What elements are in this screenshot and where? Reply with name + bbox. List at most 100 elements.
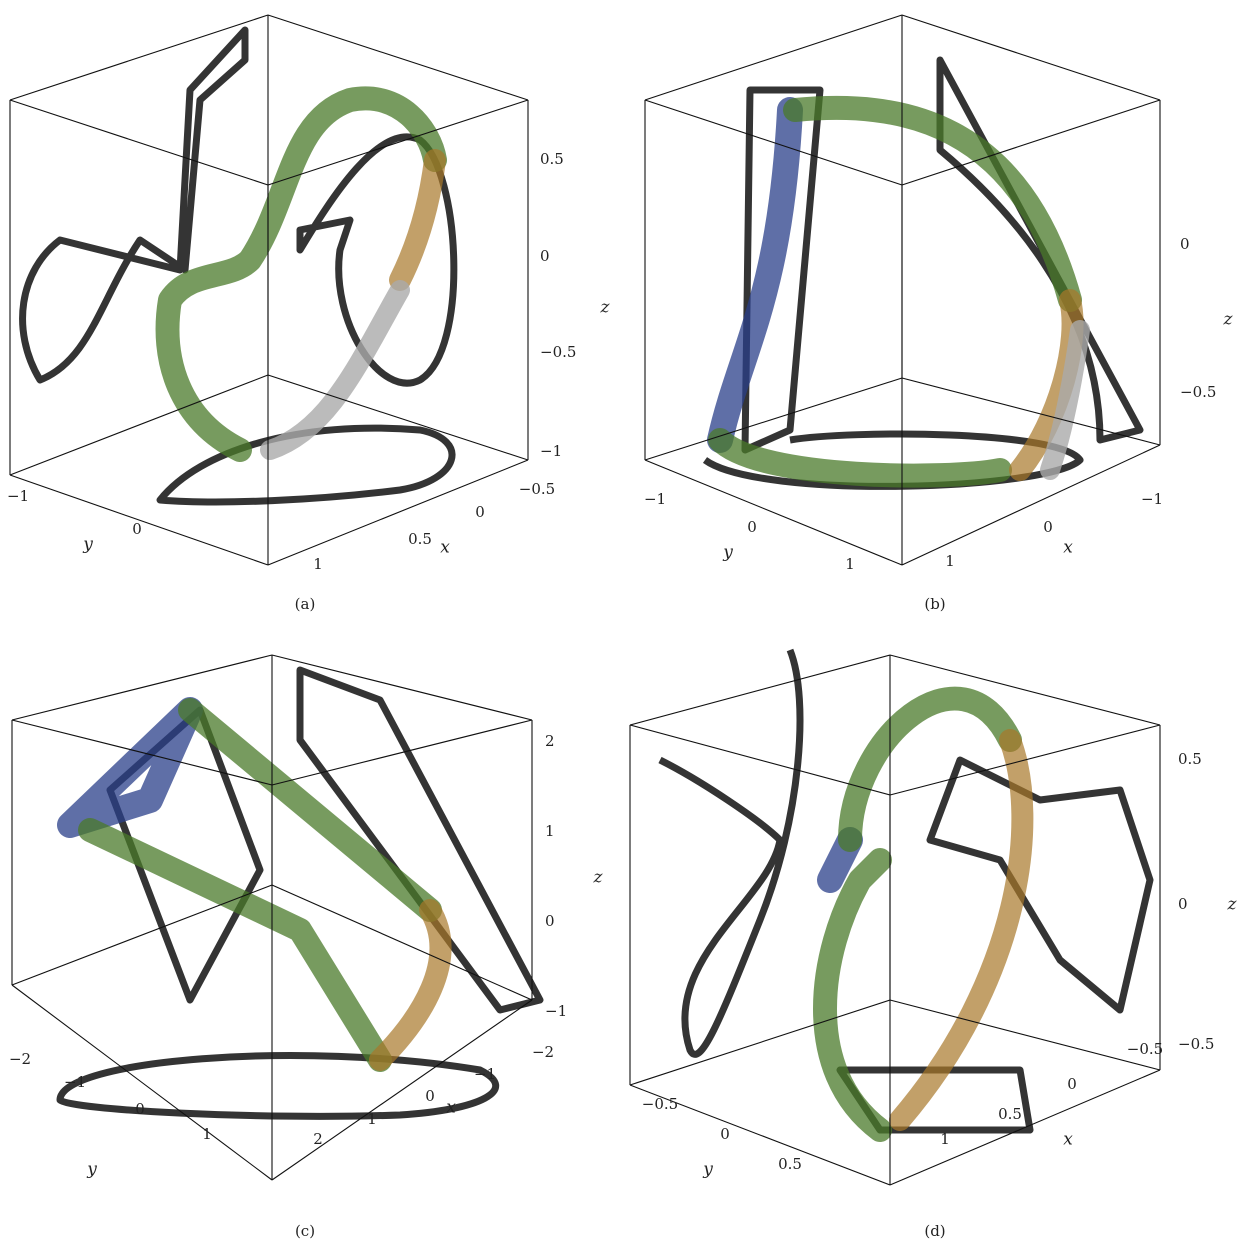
trajectory: [155, 86, 447, 462]
z-tick-label: −1: [540, 442, 562, 460]
cube-edge: [644, 459, 903, 566]
x-tick-label: 0: [1067, 1075, 1077, 1093]
projection: [658, 648, 804, 1058]
panel-caption: (c): [295, 1222, 315, 1240]
x-tick-label: 1: [940, 1130, 950, 1148]
cube-edge: [901, 14, 1161, 101]
cube-edge: [271, 884, 533, 1001]
cube-edge: [901, 99, 1161, 186]
panel-caption: (d): [924, 1222, 945, 1240]
cube-edge: [271, 654, 533, 721]
projection: [56, 1052, 500, 1120]
x-tick-label: 1: [945, 552, 955, 570]
y-tick-label: −1: [644, 490, 666, 508]
cube-edge: [644, 14, 903, 101]
cube-edge: [889, 999, 1161, 1071]
x-tick-label: 0.5: [998, 1105, 1022, 1123]
cube-edge: [9, 374, 269, 476]
z-tick-label: 2: [545, 732, 555, 750]
cube-edge: [889, 1069, 1161, 1186]
cube-edge: [644, 99, 903, 186]
cube-edge: [629, 1084, 891, 1186]
trajectory: [260, 280, 410, 460]
cube-edge: [267, 374, 529, 461]
z-tick-label: −0.5: [1178, 1035, 1214, 1053]
z-axis-label: z: [1223, 310, 1234, 330]
y-tick-label: −2: [9, 1050, 31, 1068]
z-axis-label: z: [1227, 895, 1238, 915]
x-axis-label: x: [440, 538, 450, 558]
x-tick-label: −1: [1141, 490, 1163, 508]
trajectory: [57, 697, 203, 838]
attractor-d: [658, 648, 1154, 1142]
x-tick-label: 0: [425, 1087, 435, 1105]
trajectory: [1040, 320, 1090, 480]
cube-edge: [11, 654, 273, 721]
z-tick-label: 0: [1180, 235, 1190, 253]
projection: [702, 430, 1084, 490]
y-tick-label: −0.5: [642, 1095, 678, 1113]
y-axis-label: y: [86, 1160, 97, 1180]
y-tick-label: 0: [132, 520, 142, 538]
x-tick-label: 2: [313, 1130, 323, 1148]
attractor-b: [702, 56, 1144, 490]
cube-edge: [644, 377, 903, 461]
cube-edge: [629, 999, 891, 1086]
projection: [19, 26, 249, 384]
z-tick-label: 0: [545, 912, 555, 930]
cube-edge: [9, 99, 269, 186]
z-tick-label: −1: [545, 1002, 567, 1020]
z-axis-label: z: [593, 868, 604, 888]
x-tick-label: −0.5: [519, 480, 555, 498]
cube-edge: [11, 719, 273, 786]
cube-edge: [901, 444, 1161, 566]
cube-edge: [271, 719, 533, 786]
attractor-a: [19, 26, 458, 506]
cube-edge: [889, 724, 1161, 796]
attractor-c: [56, 666, 544, 1120]
cube-edge: [901, 377, 1161, 446]
z-tick-label: 0: [540, 247, 550, 265]
y-axis-label: y: [82, 535, 93, 555]
cube-edge: [267, 99, 529, 186]
y-axis-label: y: [702, 1160, 713, 1180]
axes: [9, 14, 1161, 1186]
y-tick-label: 1: [202, 1125, 212, 1143]
cube-edge: [267, 459, 529, 566]
labels: −0.500.51x−10y0.50−0.5−1z(a)−101x−101y0−…: [7, 150, 1238, 1240]
cube-edge: [267, 14, 529, 101]
z-tick-label: −0.5: [1180, 383, 1216, 401]
x-tick-label: 0.5: [408, 530, 432, 548]
panel-caption: (a): [295, 595, 316, 613]
trajectory: [889, 729, 1034, 1131]
z-tick-label: −0.5: [540, 343, 576, 361]
z-tick-label: 0.5: [540, 150, 564, 168]
y-tick-label: 0: [747, 518, 757, 536]
trajectory: [369, 899, 452, 1071]
y-tick-label: 1: [845, 555, 855, 573]
cube-edge: [11, 984, 273, 1181]
x-tick-label: −2: [532, 1043, 554, 1061]
z-tick-label: 0: [1178, 895, 1188, 913]
y-tick-label: −1: [64, 1073, 86, 1091]
projection: [926, 756, 1154, 1014]
cube-edge: [11, 884, 273, 986]
trajectory: [78, 698, 442, 1072]
cube-edge: [9, 14, 269, 101]
z-axis-label: z: [600, 298, 611, 318]
cube-edge: [629, 654, 891, 726]
y-axis-label: y: [722, 543, 733, 563]
x-tick-label: 0: [1043, 518, 1053, 536]
projection: [296, 133, 458, 387]
z-tick-label: 1: [545, 822, 555, 840]
panel-caption: (b): [924, 595, 945, 613]
trajectory: [707, 97, 803, 453]
cube-edge: [9, 474, 269, 566]
x-tick-label: 1: [313, 555, 323, 573]
trajectory: [813, 686, 1022, 1142]
trajectory: [708, 95, 1082, 488]
x-axis-label: x: [1063, 1130, 1073, 1150]
z-tick-label: 0.5: [1178, 750, 1202, 768]
x-tick-label: 0: [475, 503, 485, 521]
